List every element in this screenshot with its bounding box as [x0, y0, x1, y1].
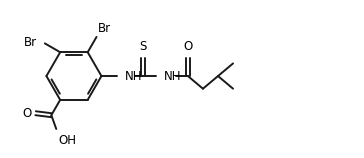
Text: O: O [183, 40, 193, 53]
Text: Br: Br [98, 22, 111, 35]
Text: O: O [23, 107, 32, 120]
Text: NH: NH [164, 70, 182, 82]
Text: S: S [139, 40, 146, 53]
Text: NH: NH [125, 70, 143, 82]
Text: Br: Br [24, 36, 37, 49]
Text: OH: OH [58, 134, 76, 147]
